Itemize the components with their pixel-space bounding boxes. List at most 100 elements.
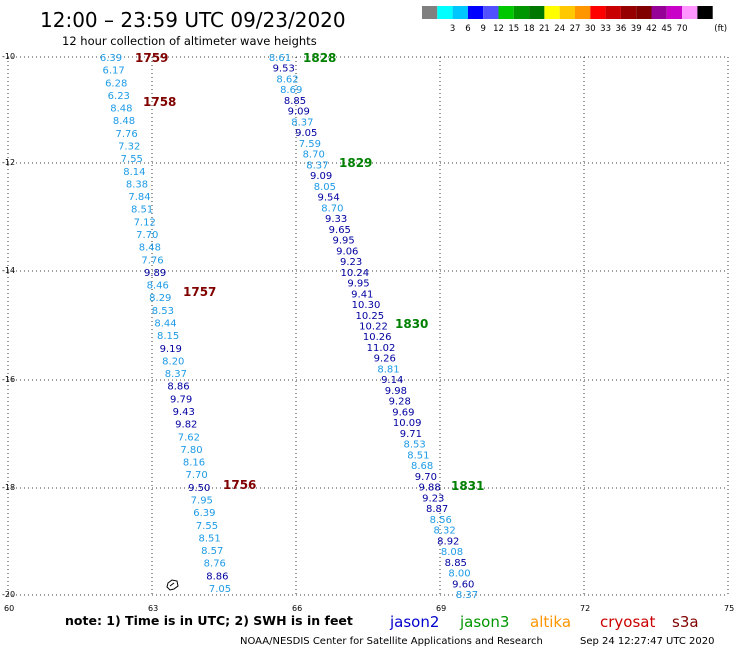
- swh-value: 8.86: [167, 382, 189, 393]
- credit-text: NOAA/NESDIS Center for Satellite Applica…: [240, 636, 543, 647]
- swh-value: 10.22: [359, 322, 388, 333]
- swh-value: 8.37: [456, 590, 478, 601]
- legend-unit: (ft): [714, 24, 727, 34]
- swh-value: 8.48: [113, 116, 135, 127]
- lon-label: 60: [4, 604, 14, 613]
- east-track: 8.619.538.628.698.859.098.379.057.598.70…: [269, 51, 485, 601]
- timestamp-text: Sep 24 12:27:47 UTC 2020: [580, 636, 714, 647]
- swh-value: 9.88: [418, 483, 440, 494]
- swh-value: 9.79: [170, 394, 192, 405]
- swh-value: 9.41: [351, 289, 373, 300]
- swh-value: 9.06: [336, 246, 358, 257]
- swh-value: 8.29: [149, 293, 171, 304]
- swh-value: 7.95: [191, 496, 213, 507]
- swh-value: 7.62: [178, 432, 200, 443]
- swh-value: 6.17: [102, 66, 124, 77]
- swh-value: 9.65: [329, 225, 351, 236]
- satellite-label: cryosat: [600, 613, 655, 631]
- swh-value: 9.19: [160, 344, 182, 355]
- time-label: 1830: [395, 317, 428, 331]
- time-label: 1758: [143, 95, 176, 109]
- swh-value: 8.05: [314, 182, 336, 193]
- swh-value: 7.70: [136, 230, 158, 241]
- map-title: 12:00 – 23:59 UTC 09/23/2020: [40, 8, 346, 32]
- swh-value: 8.53: [152, 306, 174, 317]
- legend-label: 70: [677, 24, 688, 34]
- legend-swatch: [529, 6, 545, 19]
- swh-value: 8.70: [303, 150, 325, 161]
- legend-label: 15: [508, 24, 519, 34]
- swh-value: 7.80: [180, 445, 202, 456]
- swh-value: 8.38: [126, 179, 148, 190]
- swh-value: 6.28: [105, 78, 127, 89]
- lat-label: -16: [2, 375, 15, 384]
- legend-swatch: [559, 6, 575, 19]
- swh-value: 9.71: [400, 429, 422, 440]
- legend-label: 42: [646, 24, 657, 34]
- legend-label: 18: [524, 24, 535, 34]
- swh-value: 8.81: [377, 365, 399, 376]
- time-label: 1828: [303, 51, 336, 65]
- swh-value: 9.70: [415, 472, 437, 483]
- legend-label: 27: [570, 24, 581, 34]
- swh-value: 8.57: [201, 546, 223, 557]
- swh-value: 8.46: [147, 281, 169, 292]
- swh-value: 9.43: [173, 407, 195, 418]
- time-label: 1829: [339, 156, 372, 170]
- swh-value: 8.87: [426, 504, 448, 515]
- swh-value: 9.05: [295, 128, 317, 139]
- swh-value: 9.50: [188, 483, 210, 494]
- island-outline: [166, 579, 179, 591]
- swh-value: 8.62: [276, 75, 298, 86]
- legend-swatch: [605, 6, 621, 19]
- legend-label: 3: [450, 24, 455, 34]
- swh-value: 8.37: [165, 369, 187, 380]
- swh-value: 8.15: [157, 331, 179, 342]
- legend-label: 36: [615, 24, 626, 34]
- satellite-label: s3a: [672, 613, 699, 631]
- legend-swatch: [483, 6, 499, 19]
- swh-value: 9.60: [452, 579, 474, 590]
- legend-label: 24: [554, 24, 565, 34]
- swh-value: 8.48: [110, 104, 132, 115]
- satellite-label: altika: [530, 613, 571, 631]
- swh-value: 8.92: [437, 536, 459, 547]
- swh-value: 9.89: [144, 268, 166, 279]
- legend-swatch: [452, 6, 468, 19]
- swh-value: 9.28: [389, 397, 411, 408]
- swh-value: 8.37: [291, 117, 313, 128]
- swh-value: 9.14: [381, 375, 403, 386]
- swh-value: 7.59: [299, 139, 321, 150]
- legend-swatch: [636, 6, 652, 19]
- lat-label: -20: [2, 590, 15, 599]
- swh-value: 7.55: [196, 521, 218, 532]
- time-label: 1831: [451, 479, 484, 493]
- swh-value: 8.76: [204, 559, 226, 570]
- legend-swatch: [544, 6, 560, 19]
- legend-swatch: [666, 6, 683, 19]
- swh-value: 9.95: [347, 279, 369, 290]
- swh-value: 9.54: [317, 193, 339, 204]
- swh-value: 7.12: [134, 217, 156, 228]
- swh-value: 8.61: [269, 53, 291, 64]
- color-scale-legend: 3 6 9 12 15 18 21 24 27 30 33 36 39 42 45 70 (ft): [422, 6, 727, 34]
- legend-label: 9: [480, 24, 485, 34]
- lon-label: 66: [292, 604, 302, 613]
- lat-label: -14: [2, 266, 15, 275]
- swh-value: 8.51: [407, 450, 429, 461]
- legend-label: 45: [661, 24, 672, 34]
- lon-label: 69: [436, 604, 446, 613]
- swh-value: 8.16: [183, 458, 205, 469]
- swh-value: 9.09: [310, 171, 332, 182]
- legend-swatch: [575, 6, 591, 19]
- swh-value: 10.30: [352, 300, 381, 311]
- swh-value: 8.32: [433, 526, 455, 537]
- swh-value: 8.70: [321, 203, 343, 214]
- legend-swatch: [651, 6, 667, 19]
- satellite-label: jason2: [389, 613, 439, 631]
- lat-label: -18: [2, 483, 15, 492]
- swh-value: 6.39: [193, 508, 215, 519]
- swh-value: 7.76: [141, 255, 163, 266]
- swh-value: 9.98: [385, 386, 407, 397]
- lon-label: 72: [580, 604, 590, 613]
